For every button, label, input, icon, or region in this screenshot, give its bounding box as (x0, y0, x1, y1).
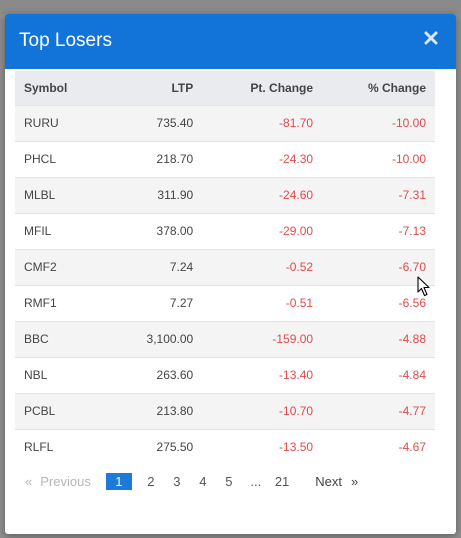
pct-change-cell: -7.13 (322, 212, 435, 249)
previous-label: Previous (40, 473, 91, 489)
pct-change-cell: -10.00 (322, 104, 435, 141)
pt-change-cell: -0.52 (202, 248, 323, 285)
table-row[interactable]: BBC 3,100.00 -159.00 -4.88 (15, 320, 435, 357)
page-button-3[interactable]: 3 (173, 473, 181, 489)
table-row[interactable]: CMF2 7.24 -0.52 -6.70 (15, 248, 435, 285)
page-button-5[interactable]: 5 (225, 473, 233, 489)
column-header-symbol[interactable]: Symbol (24, 80, 68, 95)
symbol-cell: PCBL (15, 392, 107, 429)
ltp-cell: 7.27 (106, 284, 203, 321)
pt-change-cell: -24.60 (202, 176, 323, 213)
pt-change-cell: -13.40 (202, 356, 323, 393)
pt-change-cell: -29.00 (202, 212, 323, 249)
pct-change-cell: -6.70 (322, 248, 435, 285)
column-header-ltp[interactable]: LTP (171, 80, 194, 95)
pt-change-cell: -0.51 (202, 284, 323, 321)
symbol-cell: NBL (15, 356, 107, 393)
page-button-4[interactable]: 4 (199, 473, 207, 489)
double-right-arrow-icon: » (351, 473, 359, 489)
pct-change-cell: -4.84 (322, 356, 435, 393)
mouse-pointer-icon (417, 276, 431, 302)
table-header-row: Symbol LTP Pt. Change % Change (15, 71, 435, 105)
page-button-1[interactable]: 1 (105, 472, 132, 490)
pct-change-cell: -10.00 (322, 140, 435, 177)
table-row[interactable]: RMF1 7.27 -0.51 -6.56 (15, 284, 435, 321)
close-icon (424, 31, 438, 45)
pagination: « Previous 1 2 3 4 5 ... 21 Next » (15, 471, 358, 491)
pct-change-cell: -4.67 (322, 428, 435, 465)
table-row[interactable]: NBL 263.60 -13.40 -4.84 (15, 356, 435, 393)
ltp-cell: 3,100.00 (106, 320, 203, 357)
ltp-cell: 263.60 (106, 356, 203, 393)
symbol-cell: CMF2 (15, 248, 107, 285)
ltp-cell: 7.24 (106, 248, 203, 285)
losers-table: Symbol LTP Pt. Change % Change RURU 735.… (15, 71, 435, 465)
ltp-cell: 311.90 (106, 176, 203, 213)
symbol-cell: MLBL (15, 176, 107, 213)
ltp-cell: 213.80 (106, 392, 203, 429)
pt-change-cell: -13.50 (202, 428, 323, 465)
column-header-pct-change[interactable]: % Change (367, 80, 426, 95)
background-overlay (0, 0, 461, 14)
table-row[interactable]: RLFL 275.50 -13.50 -4.67 (15, 428, 435, 465)
page-button-2[interactable]: 2 (147, 473, 155, 489)
next-page-button[interactable]: Next » (315, 472, 358, 491)
ltp-cell: 275.50 (106, 428, 203, 465)
pt-change-cell: -24.30 (202, 140, 323, 177)
table-row[interactable]: PHCL 218.70 -24.30 -10.00 (15, 140, 435, 177)
table-row[interactable]: MFIL 378.00 -29.00 -7.13 (15, 212, 435, 249)
previous-page-button[interactable]: « Previous (25, 472, 91, 491)
table-row[interactable]: RURU 735.40 -81.70 -10.00 (15, 104, 435, 141)
next-label: Next (315, 473, 343, 489)
modal-title: Top Losers (19, 30, 112, 51)
symbol-cell: RMF1 (15, 284, 107, 321)
close-button[interactable] (424, 31, 442, 49)
pct-change-cell: -7.31 (322, 176, 435, 213)
page-button-last[interactable]: 21 (274, 473, 290, 489)
pt-change-cell: -81.70 (202, 104, 323, 141)
symbol-cell: PHCL (15, 140, 107, 177)
pt-change-cell: -10.70 (202, 392, 323, 429)
pct-change-cell: -4.88 (322, 320, 435, 357)
column-header-pt-change[interactable]: Pt. Change (250, 80, 314, 95)
symbol-cell: RLFL (15, 428, 107, 465)
pct-change-cell: -6.56 (322, 284, 435, 321)
ltp-cell: 735.40 (106, 104, 203, 141)
symbol-cell: MFIL (15, 212, 107, 249)
table-row[interactable]: PCBL 213.80 -10.70 -4.77 (15, 392, 435, 429)
table-row[interactable]: MLBL 311.90 -24.60 -7.31 (15, 176, 435, 213)
pt-change-cell: -159.00 (202, 320, 323, 357)
symbol-cell: RURU (15, 104, 107, 141)
pct-change-cell: -4.77 (322, 392, 435, 429)
double-left-arrow-icon: « (25, 473, 33, 489)
pagination-ellipsis: ... (250, 473, 262, 489)
symbol-cell: BBC (15, 320, 107, 357)
ltp-cell: 218.70 (106, 140, 203, 177)
ltp-cell: 378.00 (106, 212, 203, 249)
modal-header: Top Losers (5, 14, 456, 69)
losers-table-wrapper: Symbol LTP Pt. Change % Change RURU 735.… (15, 71, 435, 465)
